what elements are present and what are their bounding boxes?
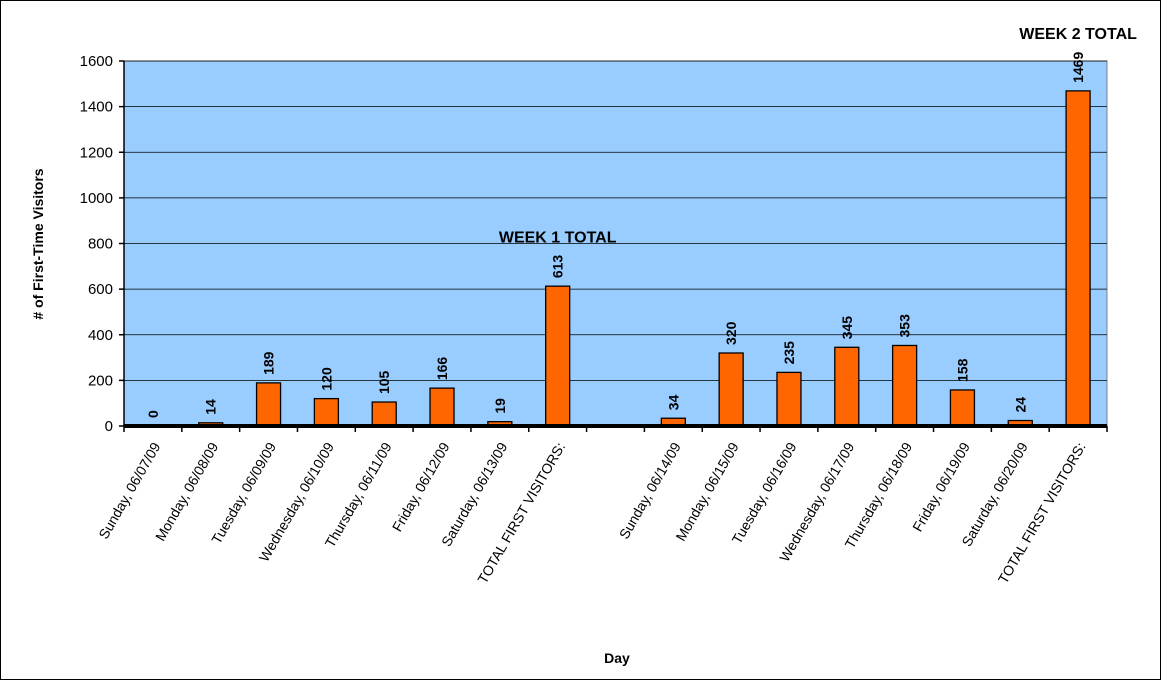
y-tick-label: 1200 (80, 144, 113, 161)
bar (313, 397, 340, 427)
y-tick-label: 1000 (80, 190, 113, 207)
annotation-label: WEEK 2 TOTAL (1019, 26, 1137, 43)
data-label: 353 (897, 314, 913, 338)
data-label: 14 (203, 399, 219, 415)
x-tick-label: Friday, 06/19/09 (909, 439, 973, 534)
x-tick-label: Tuesday, 06/09/09 (208, 439, 279, 546)
gridlines (124, 60, 1107, 381)
data-label: 120 (318, 367, 334, 391)
bar (834, 346, 860, 427)
data-label: 613 (550, 255, 566, 279)
y-tick-label: 1600 (80, 53, 113, 70)
bar (776, 371, 802, 427)
annotation-label: WEEK 1 TOTAL (499, 230, 617, 247)
data-label: 19 (492, 398, 508, 414)
bar (371, 401, 397, 427)
data-label: 320 (723, 321, 739, 345)
x-tick-label: Thursday, 06/18/09 (842, 439, 916, 551)
data-label: 235 (781, 341, 797, 365)
data-label: 345 (839, 316, 855, 340)
y-tick-label: 1400 (80, 99, 113, 116)
data-label: 105 (376, 370, 392, 394)
data-label: 1469 (1070, 52, 1086, 83)
y-tick-label: 0 (105, 418, 113, 435)
x-tick-label: Thursday, 06/11/09 (322, 439, 395, 550)
x-tick-label: Friday, 06/12/09 (389, 439, 453, 534)
x-tick-label: Sunday, 06/14/09 (616, 439, 684, 541)
x-axis-title: Day (604, 650, 630, 666)
x-tick-label: Monday, 06/08/09 (152, 439, 221, 543)
bar (891, 344, 918, 427)
data-label: 158 (954, 358, 970, 382)
x-tick-label: Tuesday, 06/16/09 (729, 439, 800, 546)
y-tick-label: 600 (88, 281, 113, 298)
bar (718, 352, 744, 427)
bar (949, 389, 976, 427)
x-tick-label: Monday, 06/15/09 (672, 439, 741, 543)
data-label: 0 (145, 410, 161, 418)
y-tick-label: 800 (88, 236, 113, 253)
y-tick-label: 400 (88, 327, 113, 344)
data-label: 24 (1012, 397, 1028, 413)
data-label: 166 (434, 357, 450, 381)
y-axis-title: # of First-Time Visitors (30, 168, 46, 319)
data-label: 34 (665, 394, 681, 410)
data-label: 189 (261, 351, 277, 375)
x-tick-label: Sunday, 06/07/09 (95, 439, 163, 541)
bar (1065, 90, 1091, 427)
y-tick-label: 200 (88, 372, 113, 389)
bar (429, 387, 455, 427)
bar (255, 382, 282, 427)
bar (545, 285, 571, 427)
